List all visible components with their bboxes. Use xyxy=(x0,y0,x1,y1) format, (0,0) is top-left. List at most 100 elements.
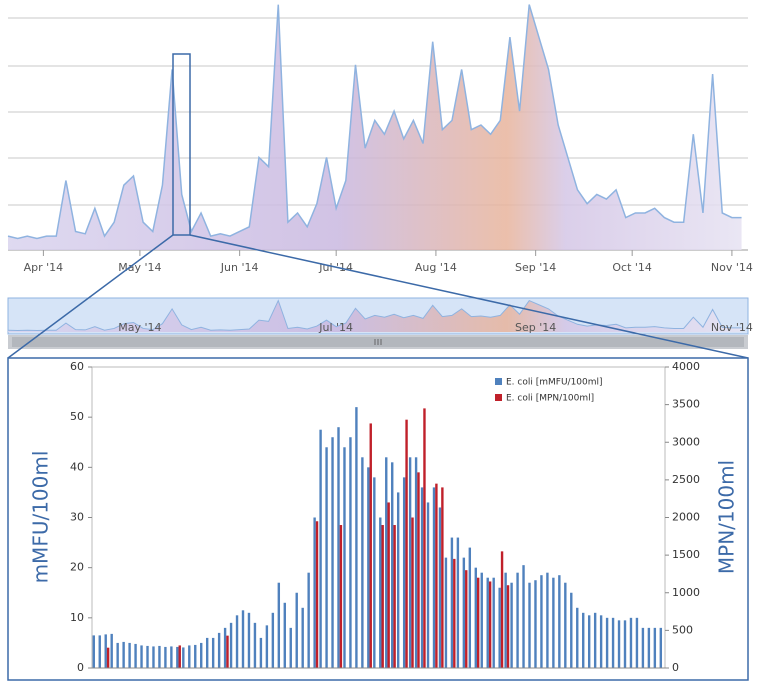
bar xyxy=(450,537,454,668)
bar xyxy=(361,457,364,668)
bar xyxy=(516,572,519,668)
bar xyxy=(379,517,382,668)
bar xyxy=(217,632,221,668)
bar xyxy=(506,585,510,668)
navigator-area xyxy=(8,300,742,332)
y2-tick-label: 2000 xyxy=(672,511,700,524)
bar xyxy=(164,646,167,668)
bar xyxy=(599,615,603,668)
bar xyxy=(223,627,227,668)
bar xyxy=(605,617,609,668)
bar xyxy=(528,582,531,668)
bar xyxy=(319,429,322,668)
bar xyxy=(558,575,561,668)
bar xyxy=(315,521,319,668)
bar xyxy=(152,646,155,668)
bar xyxy=(92,635,95,668)
bar-chart: 0 10 20 30 40 50 60 0 500 1000 1500 2000 2500 3000 350… xyxy=(70,360,700,674)
bar xyxy=(229,622,233,668)
x-tick-label: May '14 xyxy=(118,261,161,274)
bar xyxy=(396,492,400,668)
bar xyxy=(200,642,203,668)
navigator-label: May '14 xyxy=(118,321,161,334)
bar xyxy=(486,577,489,668)
bar xyxy=(277,582,281,668)
bar xyxy=(241,610,245,668)
bar xyxy=(534,580,537,668)
bar xyxy=(540,575,543,668)
bar xyxy=(432,487,436,668)
y2-axis-label: MPN/100ml xyxy=(715,460,739,574)
y2-tick-label: 500 xyxy=(672,623,693,636)
bar xyxy=(462,557,466,668)
bar xyxy=(211,637,215,668)
bar xyxy=(444,557,448,668)
bar xyxy=(194,644,197,668)
bar xyxy=(426,502,430,668)
y2-tick-label: 2500 xyxy=(672,473,700,486)
bar xyxy=(435,483,438,668)
navigator-series: May '14 Jul '14 Sep '14 Nov '14 xyxy=(7,299,753,334)
bar xyxy=(587,615,591,668)
bar xyxy=(307,572,310,668)
bar xyxy=(110,633,113,668)
bar xyxy=(367,467,370,668)
x-tick-label: Apr '14 xyxy=(24,261,64,274)
y-tick-label: 20 xyxy=(70,561,84,574)
bar xyxy=(465,570,468,668)
bar xyxy=(611,617,615,668)
bar xyxy=(453,558,456,668)
y2-tick-label: 4000 xyxy=(672,360,700,373)
bar xyxy=(178,645,181,668)
bar xyxy=(106,647,110,668)
zoom-line xyxy=(7,234,174,359)
navigator-line xyxy=(7,299,742,332)
bar xyxy=(205,637,209,668)
x-tick-label: Jun '14 xyxy=(220,261,259,274)
y2-tick-label: 3500 xyxy=(672,398,700,411)
bar xyxy=(122,641,125,668)
legend-swatch xyxy=(495,378,502,385)
bar xyxy=(140,645,143,668)
bar xyxy=(343,447,346,668)
bar xyxy=(480,572,483,668)
bar xyxy=(325,447,328,668)
bar xyxy=(510,582,513,668)
bar xyxy=(474,567,477,668)
bar xyxy=(355,407,358,668)
bar xyxy=(623,620,627,668)
bar xyxy=(402,477,406,668)
x-tick-label: Oct '14 xyxy=(612,261,652,274)
y2-tick-label: 1500 xyxy=(672,548,700,561)
bar xyxy=(635,617,639,668)
bar xyxy=(414,457,418,668)
bar xyxy=(313,517,316,668)
bar xyxy=(146,645,149,668)
bar xyxy=(641,627,645,668)
bar xyxy=(98,635,101,668)
bar xyxy=(411,517,414,668)
bar xyxy=(423,408,426,668)
bar xyxy=(438,507,442,668)
bar xyxy=(283,602,286,668)
navigator-label: Nov '14 xyxy=(711,321,753,334)
navigator-label: Jul '14 xyxy=(318,321,353,334)
bar xyxy=(420,487,424,668)
main-line xyxy=(7,4,742,240)
legend-swatch xyxy=(495,394,502,401)
bar xyxy=(488,581,492,668)
bar xyxy=(504,572,507,668)
zoom-selection xyxy=(172,53,191,236)
bar xyxy=(158,645,161,668)
bar xyxy=(617,620,621,668)
bar xyxy=(170,646,173,668)
bar xyxy=(226,635,229,668)
bar xyxy=(381,525,384,668)
y-tick-label: 30 xyxy=(70,511,84,524)
scrollbar-grip xyxy=(374,339,382,345)
bar xyxy=(522,565,525,668)
legend-label: E. coli [mMFU/100ml] xyxy=(506,378,603,388)
y-tick-label: 0 xyxy=(77,661,84,674)
bar xyxy=(289,627,292,668)
